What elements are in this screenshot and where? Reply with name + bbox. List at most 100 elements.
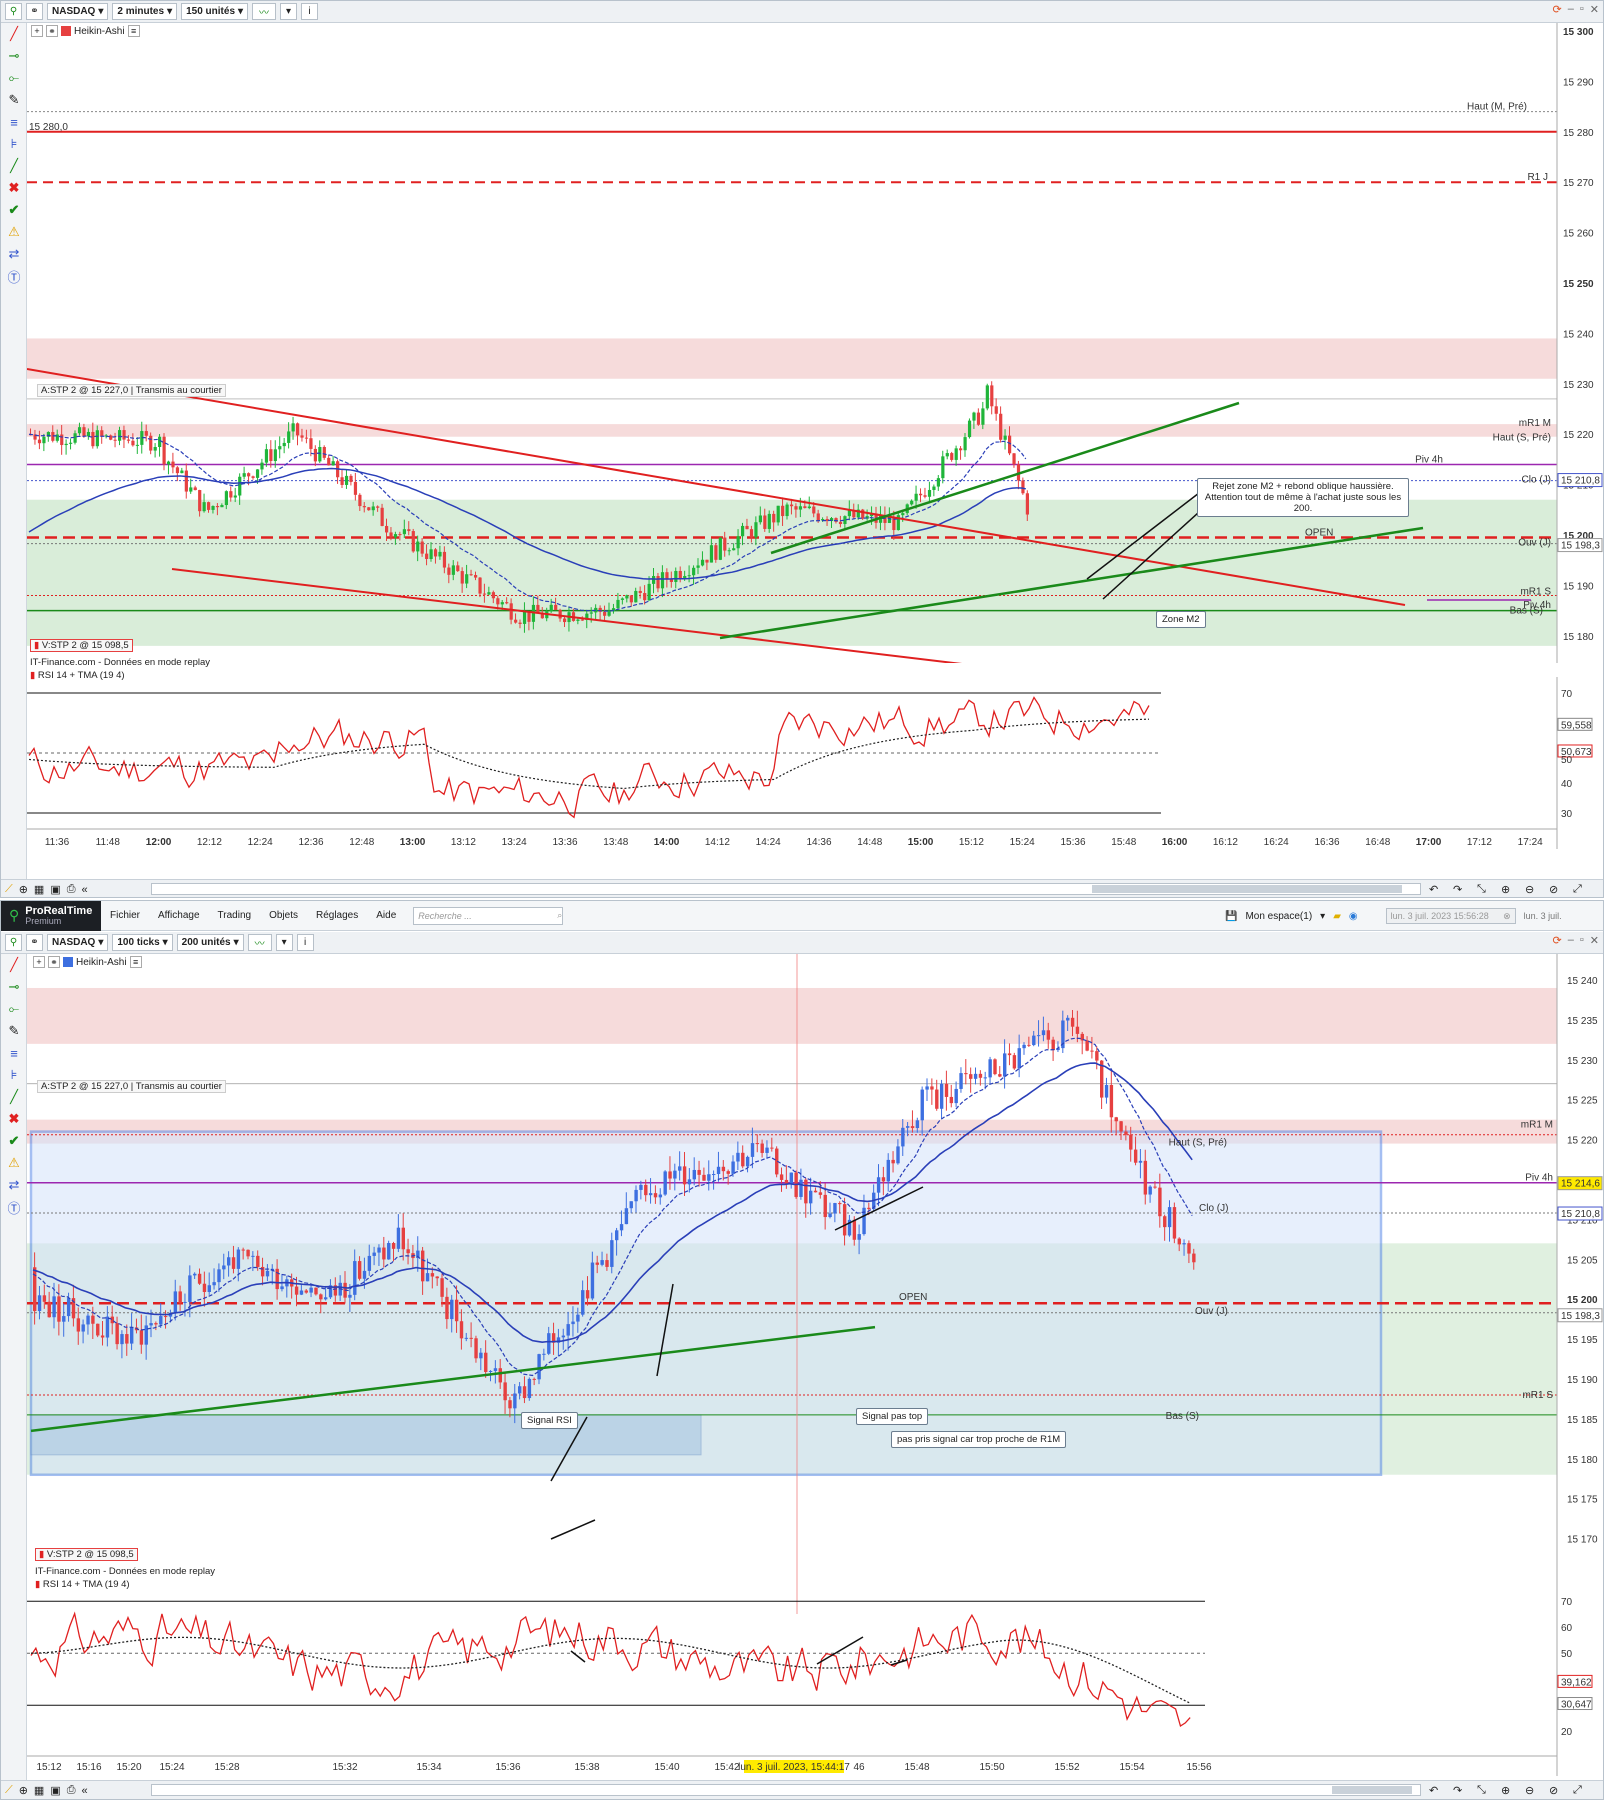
search-input[interactable]: Recherche ... ⌕ (413, 906, 564, 925)
warning-icon[interactable]: ⚠ (8, 224, 20, 239)
check-icon[interactable]: ✔ (8, 1133, 20, 1148)
time-scrollbar[interactable] (151, 1784, 1421, 1796)
delete-icon[interactable]: ✖ (8, 180, 20, 195)
list-icon[interactable]: ≡ (127, 25, 140, 37)
trend-tool-icon[interactable]: ╱ (10, 1089, 18, 1104)
bottom-rsi-chart[interactable]: 70 60 50 39,162 30,647 20 15:12 15:16 15:20 15:24… (27, 1586, 1604, 1776)
screenshot-icon[interactable]: ▣ (50, 1785, 61, 1797)
menu-chevron-icon[interactable]: ▾ (275, 934, 293, 951)
print-icon[interactable]: ⎙ (66, 1784, 76, 1796)
menu-affichage[interactable]: Affichage (158, 910, 200, 921)
zoom-reset-icon[interactable]: ⊘ (1549, 1785, 1559, 1797)
pencil-icon[interactable]: ✎ (8, 1023, 20, 1038)
menu-reglages[interactable]: Réglages (315, 910, 359, 921)
scroll-thumb[interactable] (1092, 885, 1402, 893)
instrument-select[interactable]: NASDAQ ▾ (47, 934, 109, 951)
check-icon[interactable]: ✔ (8, 202, 20, 217)
signal-rsi-note[interactable]: Signal RSI (521, 1412, 578, 1429)
minimize-icon[interactable]: – (1567, 934, 1574, 946)
zone-label[interactable]: Zone M2 (1156, 611, 1206, 628)
hline-tool-icon[interactable]: ⊸ (8, 979, 20, 994)
zoom-out-icon[interactable]: ⊖ (1525, 1785, 1535, 1797)
top-price-chart[interactable]: 15 300 15 290 15 280 15 270 15 260 15 250 15 2… (27, 23, 1604, 663)
menu-chevron-icon[interactable]: ▾ (280, 3, 298, 20)
zoom-icon[interactable]: ⊕ (18, 1785, 28, 1797)
list-icon[interactable]: ≡ (129, 956, 142, 968)
minimize-icon[interactable]: – (1567, 3, 1574, 15)
units-select[interactable]: 150 unités ▾ (181, 3, 249, 20)
chevron-down-icon[interactable]: ▾ (1320, 910, 1326, 922)
pencil-icon[interactable]: ✎ (8, 92, 20, 107)
restore-icon[interactable]: ▫ (1579, 934, 1584, 946)
add-icon[interactable]: + (31, 25, 43, 37)
redo-icon[interactable]: ↷ (1453, 884, 1463, 896)
expand-icon[interactable]: ⤢ (1573, 883, 1582, 895)
units-select[interactable]: 200 unités ▾ (176, 934, 244, 951)
link-icon[interactable]: ⚭ (26, 934, 43, 951)
order-tag[interactable]: A:STP 2 @ 15 227,0 | Transmis au courtie… (37, 384, 226, 397)
search-icon[interactable]: ⌕ (557, 910, 563, 920)
scroll-left-icon[interactable]: « (81, 1784, 88, 1797)
trend-tool-icon[interactable]: ╱ (10, 158, 18, 173)
add-icon[interactable]: + (33, 956, 45, 968)
order-tag[interactable]: A:STP 2 @ 15 227,0 | Transmis au courtie… (37, 1080, 226, 1093)
line-tool-icon[interactable]: ╱ (10, 26, 18, 41)
ray-tool-icon[interactable]: ⟜ (8, 70, 20, 85)
menu-objets[interactable]: Objets (269, 910, 298, 921)
link-small-icon[interactable]: ⚭ (46, 25, 58, 37)
link-small-icon[interactable]: ⚭ (48, 956, 60, 968)
menu-aide[interactable]: Aide (376, 910, 397, 921)
analysis-note[interactable]: Rejet zone M2 + rebond oblique haussière… (1197, 478, 1409, 517)
pas-pris-note[interactable]: pas pris signal car trop proche de R1M (891, 1431, 1067, 1448)
layout-icon[interactable]: ▦ (33, 884, 45, 896)
zoom-icon[interactable]: ⊕ (18, 884, 28, 896)
time-scrollbar[interactable] (151, 883, 1421, 895)
screenshot-icon[interactable]: ▣ (50, 884, 61, 896)
refresh-icon[interactable]: ⟳ (1552, 935, 1562, 947)
fib-tool-icon[interactable]: ⊧ (10, 1067, 18, 1082)
undo-icon[interactable]: ↶ (1429, 884, 1439, 896)
auto-scale-icon[interactable]: ⤡ (1477, 883, 1486, 895)
instrument-select[interactable]: NASDAQ ▾ (47, 3, 109, 20)
layout-icon[interactable]: ▦ (33, 1785, 45, 1797)
timeframe-select[interactable]: 2 minutes ▾ (112, 3, 178, 20)
signal-pas-top-note[interactable]: Signal pas top (856, 1408, 929, 1425)
arrows-tool-icon[interactable]: ⇄ (8, 246, 20, 261)
sound-icon[interactable]: ◉ (1348, 910, 1358, 922)
undo-icon[interactable]: ↶ (1429, 1785, 1439, 1797)
sell-order-tag[interactable]: ▮ V:STP 2 @ 15 098,5 (30, 639, 133, 652)
channel-tool-icon[interactable]: ≡ (10, 1045, 18, 1061)
indicator-icon[interactable]: 〰 (252, 3, 277, 20)
workspace-select[interactable]: Mon espace(1) (1245, 910, 1313, 922)
print-icon[interactable]: ⎙ (66, 883, 76, 895)
text-tool-icon[interactable]: Ⓣ (7, 1200, 21, 1216)
redo-icon[interactable]: ↷ (1453, 1785, 1463, 1797)
timeframe-select[interactable]: 100 ticks ▾ (112, 934, 173, 951)
close-icon[interactable]: ✕ (1589, 4, 1599, 16)
fib-tool-icon[interactable]: ⊧ (10, 136, 18, 151)
menu-trading[interactable]: Trading (217, 910, 252, 921)
auto-scale-icon[interactable]: ⤡ (1477, 1784, 1486, 1796)
refresh-icon[interactable]: ⟳ (1552, 4, 1562, 16)
sell-order-tag[interactable]: ▮ V:STP 2 @ 15 098,5 (35, 1548, 138, 1561)
text-tool-icon[interactable]: Ⓣ (7, 269, 21, 285)
clear-icon[interactable]: ⊗ (1503, 910, 1511, 921)
restore-icon[interactable]: ▫ (1579, 3, 1584, 15)
zoom-out-icon[interactable]: ⊖ (1525, 884, 1535, 896)
zoom-in-icon[interactable]: ⊕ (1501, 884, 1511, 896)
folder-icon[interactable]: ▰ (1333, 910, 1341, 922)
ray-tool-icon[interactable]: ⟜ (8, 1001, 20, 1016)
indicator-icon[interactable]: 〰 (247, 934, 272, 951)
replay-date-field[interactable]: lun. 3 juil. 2023 15:56:28 ⊗ (1385, 908, 1516, 924)
close-icon[interactable]: ✕ (1589, 935, 1599, 947)
zoom-in-icon[interactable]: ⊕ (1501, 1785, 1511, 1797)
scroll-left-icon[interactable]: « (81, 883, 88, 896)
warning-icon[interactable]: ⚠ (8, 1155, 20, 1170)
info-button[interactable]: i (301, 3, 319, 20)
scroll-thumb[interactable] (1332, 1786, 1412, 1794)
channel-tool-icon[interactable]: ≡ (10, 114, 18, 130)
info-button[interactable]: i (296, 934, 314, 951)
menu-fichier[interactable]: Fichier (110, 910, 141, 921)
